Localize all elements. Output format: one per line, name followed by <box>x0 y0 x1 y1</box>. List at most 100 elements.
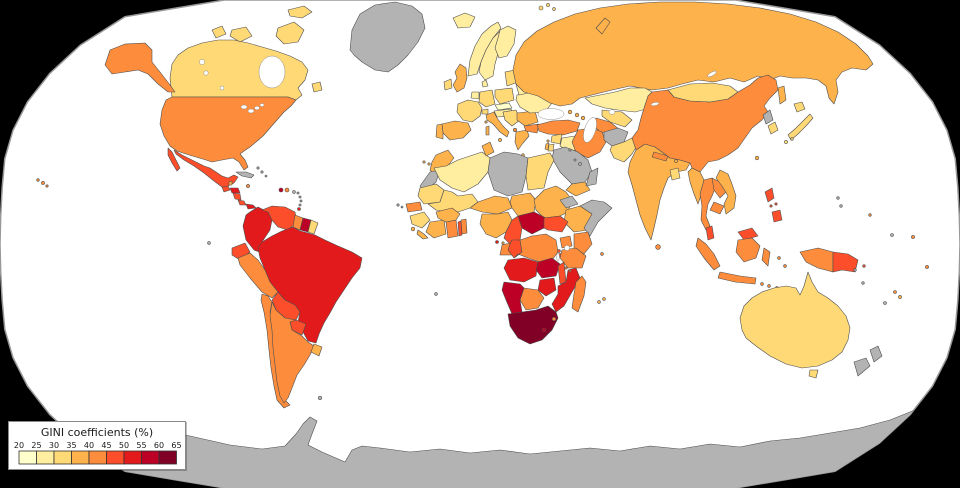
country-australia <box>739 271 851 379</box>
country-eswatini <box>551 316 557 322</box>
country-argentina <box>269 301 315 404</box>
svg-text:20: 20 <box>14 441 24 450</box>
country-philippines <box>764 187 783 223</box>
country-liberia <box>416 229 429 240</box>
country-sierra-leone <box>410 226 416 232</box>
country-malaysia <box>705 225 759 241</box>
country-uruguay <box>310 343 323 357</box>
country-vietnam <box>715 169 737 215</box>
country-senegal <box>405 201 423 213</box>
country-mozambique <box>551 267 581 313</box>
country-north-korea <box>762 109 774 125</box>
legend-swatch <box>71 450 90 465</box>
country-guatemala <box>221 185 231 193</box>
country-seychelles <box>600 252 604 256</box>
country-haiti <box>278 187 284 193</box>
country-portugal <box>435 123 444 140</box>
country-bulgaria <box>523 123 540 134</box>
country-finland <box>494 25 517 59</box>
country-svalbard <box>538 3 556 11</box>
country-south-africa <box>507 305 559 345</box>
country-cyprus <box>546 139 550 143</box>
country-iceland <box>452 12 476 29</box>
country-jordan <box>547 143 555 152</box>
country-pakistan <box>609 137 639 163</box>
country-nicaragua <box>232 192 242 201</box>
country-kenya <box>573 231 593 255</box>
country-sri-lanka <box>655 244 661 250</box>
hawaii-islands <box>36 178 49 188</box>
country-iran <box>571 127 607 159</box>
country-south-korea <box>767 121 779 135</box>
country-niger <box>469 195 513 215</box>
country-italy <box>484 111 510 142</box>
country-spain <box>441 120 472 141</box>
country-cambodia <box>709 201 725 215</box>
country-burkina-faso <box>435 207 461 223</box>
svg-text:25: 25 <box>31 441 41 450</box>
legend-scale: 20 25 30 35 40 45 50 55 60 65 <box>14 441 182 465</box>
caucasus-states <box>567 109 586 121</box>
country-indonesia <box>695 237 834 290</box>
country-costa-rica <box>237 199 247 206</box>
svg-text:65: 65 <box>171 441 181 450</box>
country-venezuela <box>261 205 298 231</box>
country-switzerland <box>481 108 489 115</box>
legend-swatch <box>53 450 72 465</box>
falkland-islands <box>317 395 323 401</box>
country-belize <box>228 180 233 186</box>
country-tunisia <box>481 141 495 157</box>
gulf-states <box>568 148 582 166</box>
country-benin <box>460 218 468 235</box>
lakes <box>199 55 717 262</box>
country-ivory-coast <box>425 219 447 239</box>
country-germany <box>478 89 496 108</box>
country-madagascar <box>571 275 587 313</box>
country-trinidad <box>297 207 301 211</box>
svg-text:50: 50 <box>119 441 129 450</box>
country-nepal <box>651 151 669 162</box>
country-french-guiana <box>307 219 319 235</box>
legend-title: GINI coefficients (%) <box>40 426 154 439</box>
bahamas-islands <box>256 166 268 178</box>
cape-verde-islands <box>396 203 404 209</box>
svg-text:30: 30 <box>49 441 59 450</box>
country-honduras <box>229 187 241 194</box>
country-south-sudan <box>543 215 569 233</box>
pacific-orange-islands <box>868 213 929 294</box>
country-zimbabwe <box>537 277 557 297</box>
legend-swatches <box>18 450 177 465</box>
country-ireland <box>443 78 453 91</box>
legend-swatch <box>158 450 177 465</box>
galapagos-islands <box>207 241 211 245</box>
country-lesotho <box>541 327 547 333</box>
country-japan <box>784 101 814 144</box>
country-denmark <box>481 79 489 88</box>
country-uzbekistan <box>601 109 633 128</box>
country-equatorial-guinea <box>501 241 505 245</box>
country-eritrea <box>559 195 579 209</box>
legend-swatch <box>36 450 55 465</box>
country-benelux <box>470 91 480 100</box>
country-mexico <box>167 147 239 188</box>
country-syria <box>550 133 563 145</box>
country-poland <box>494 87 515 105</box>
svg-text:45: 45 <box>101 441 111 450</box>
country-uganda <box>559 235 573 249</box>
country-dominican-republic <box>284 187 290 193</box>
country-new-zealand <box>853 345 883 377</box>
country-jamaica <box>246 184 250 188</box>
country-ghana <box>445 219 459 239</box>
country-russia <box>512 1 874 107</box>
country-libya <box>487 151 529 197</box>
country-taiwan <box>754 155 760 161</box>
country-usa <box>104 42 297 171</box>
country-bangladesh <box>669 167 681 181</box>
country-guinea <box>409 211 431 229</box>
country-united-kingdom <box>452 63 468 93</box>
country-fiji <box>898 295 902 299</box>
svg-text:40: 40 <box>84 441 94 450</box>
